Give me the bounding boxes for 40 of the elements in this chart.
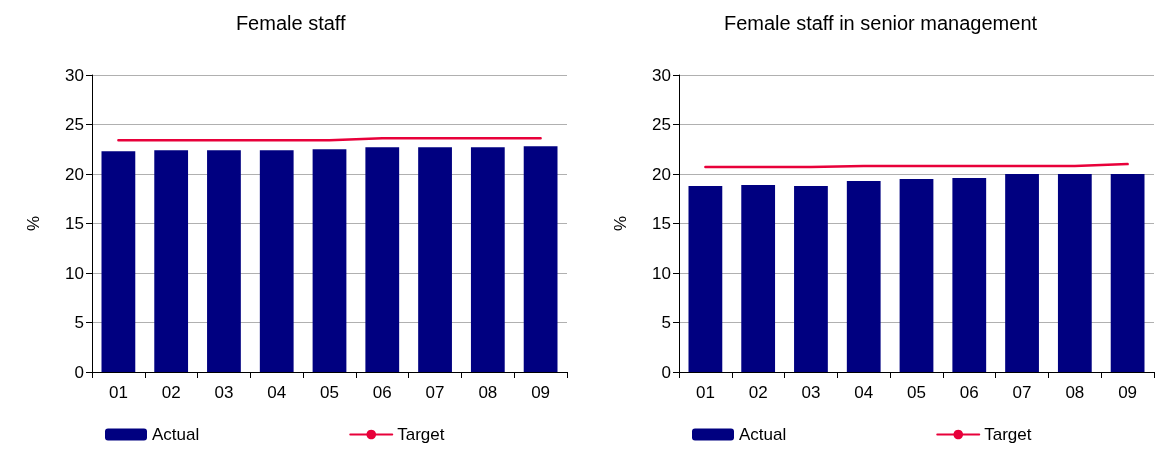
x-tick-label: 03 xyxy=(801,383,821,402)
chart-title: Female staff in senior management xyxy=(723,12,1038,34)
legend-label: Target xyxy=(397,425,445,444)
y-axis-title: % xyxy=(24,215,43,232)
y-tick-label: 5 xyxy=(74,313,84,332)
x-tick-label: 09 xyxy=(1118,383,1138,402)
legend-label: Actual xyxy=(152,425,200,444)
y-tick-label: 10 xyxy=(65,263,84,283)
chart-title: Female staff xyxy=(235,12,352,34)
x-tick-label: 09 xyxy=(531,383,551,402)
y-tick-label: 30 xyxy=(65,65,84,85)
x-tick-label: 02 xyxy=(161,383,181,402)
x-tick-label: 01 xyxy=(108,383,128,402)
x-tick-label: 01 xyxy=(695,383,715,402)
x-tick-label: 06 xyxy=(372,383,392,402)
x-tick-label: 04 xyxy=(854,383,874,402)
x-tick-label: 08 xyxy=(478,383,498,402)
x-tick-label: 07 xyxy=(1012,383,1032,402)
legend-label: Target xyxy=(984,425,1032,444)
x-tick-label: 06 xyxy=(959,383,979,402)
x-tick-label: 05 xyxy=(320,383,339,402)
y-tick-label: 20 xyxy=(65,164,84,184)
x-tick-label: 02 xyxy=(748,383,768,402)
y-tick-label: 30 xyxy=(652,65,671,85)
x-tick-label: 08 xyxy=(1065,383,1085,402)
y-tick-label: 0 xyxy=(661,362,671,382)
y-tick-label: 0 xyxy=(74,362,84,382)
y-axis-title: % xyxy=(611,215,630,232)
y-tick-label: 25 xyxy=(65,115,84,134)
y-tick-label: 10 xyxy=(652,263,671,283)
y-tick-label: 15 xyxy=(652,214,671,233)
x-tick-label: 03 xyxy=(214,383,234,402)
x-tick-label: 04 xyxy=(267,383,287,402)
x-tick-label: 07 xyxy=(425,383,445,402)
y-tick-label: 15 xyxy=(65,214,84,233)
x-tick-label: 05 xyxy=(907,383,926,402)
y-tick-label: 5 xyxy=(661,313,671,332)
legend-label: Actual xyxy=(739,425,787,444)
y-tick-label: 25 xyxy=(652,115,671,134)
y-tick-label: 20 xyxy=(652,164,671,184)
